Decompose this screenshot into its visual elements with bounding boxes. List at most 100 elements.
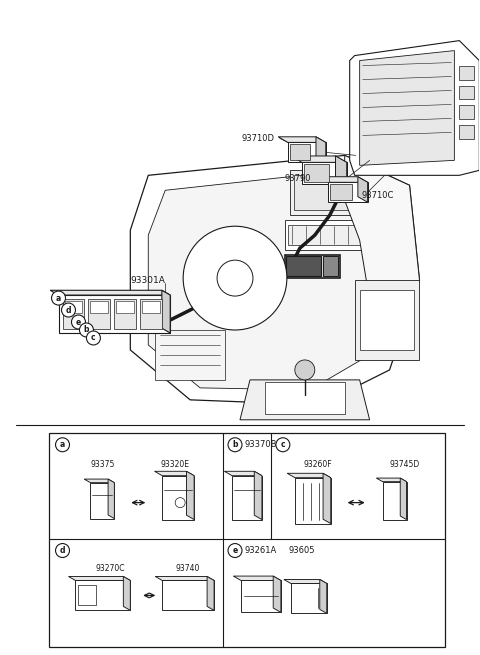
Circle shape — [175, 498, 185, 508]
Text: 93260F: 93260F — [303, 460, 332, 469]
Polygon shape — [400, 478, 407, 519]
Text: b: b — [84, 326, 89, 335]
Text: 93270C: 93270C — [96, 564, 125, 573]
Circle shape — [228, 544, 242, 557]
Polygon shape — [273, 576, 281, 612]
Text: d: d — [66, 305, 71, 314]
Bar — [360, 290, 415, 350]
Bar — [116, 301, 134, 313]
Bar — [290, 170, 370, 215]
Polygon shape — [75, 580, 130, 610]
Bar — [288, 225, 367, 245]
Polygon shape — [287, 474, 331, 477]
Text: 93740: 93740 — [176, 564, 200, 573]
Polygon shape — [345, 155, 420, 305]
Polygon shape — [48, 433, 445, 647]
Polygon shape — [84, 479, 114, 483]
Text: b: b — [232, 440, 238, 449]
Polygon shape — [288, 142, 326, 162]
Polygon shape — [186, 472, 194, 519]
Bar — [290, 144, 310, 160]
Polygon shape — [162, 290, 170, 333]
Polygon shape — [320, 580, 327, 613]
Text: e: e — [76, 318, 81, 326]
Polygon shape — [155, 576, 214, 580]
Text: 93301A: 93301A — [130, 276, 165, 285]
Bar — [265, 382, 345, 414]
Polygon shape — [336, 156, 347, 184]
Text: e: e — [232, 546, 238, 555]
Bar — [355, 280, 420, 360]
Polygon shape — [59, 295, 170, 333]
Polygon shape — [254, 472, 262, 519]
Text: a: a — [60, 440, 65, 449]
Bar — [286, 256, 321, 276]
Polygon shape — [360, 50, 455, 165]
Polygon shape — [162, 580, 214, 610]
Polygon shape — [162, 476, 194, 519]
Bar — [459, 66, 474, 79]
Bar — [459, 105, 474, 119]
Polygon shape — [90, 483, 114, 519]
Text: 93605: 93605 — [289, 546, 315, 555]
Circle shape — [217, 260, 253, 296]
Polygon shape — [316, 137, 326, 162]
Bar — [142, 301, 160, 313]
Polygon shape — [323, 474, 331, 523]
Polygon shape — [278, 137, 326, 142]
Bar — [114, 299, 136, 329]
Polygon shape — [240, 380, 370, 420]
Polygon shape — [383, 481, 407, 519]
Text: 93375: 93375 — [90, 460, 115, 469]
Bar — [294, 176, 366, 210]
Text: a: a — [56, 293, 61, 303]
Text: c: c — [281, 440, 285, 449]
Bar — [64, 301, 83, 313]
Polygon shape — [123, 576, 130, 610]
Circle shape — [295, 360, 315, 380]
Bar — [140, 299, 162, 329]
Text: 93370B: 93370B — [245, 440, 277, 449]
Bar — [155, 330, 225, 380]
Bar — [90, 301, 108, 313]
Bar — [323, 256, 338, 276]
Polygon shape — [295, 477, 331, 523]
Polygon shape — [69, 576, 130, 580]
Polygon shape — [318, 177, 368, 182]
Polygon shape — [291, 584, 327, 613]
Circle shape — [51, 291, 65, 305]
Polygon shape — [350, 41, 480, 176]
Circle shape — [56, 438, 70, 452]
Polygon shape — [50, 290, 170, 295]
Bar — [78, 586, 96, 605]
Bar — [304, 164, 329, 182]
Bar — [330, 184, 352, 200]
Text: c: c — [91, 333, 96, 343]
Bar — [62, 299, 84, 329]
Polygon shape — [302, 162, 347, 184]
Polygon shape — [224, 472, 262, 476]
Text: d: d — [60, 546, 65, 555]
Bar — [285, 220, 370, 250]
Circle shape — [72, 315, 85, 329]
Text: 93710D: 93710D — [242, 134, 275, 143]
Text: 93745D: 93745D — [389, 460, 420, 469]
Polygon shape — [328, 182, 368, 202]
Text: 93320E: 93320E — [161, 460, 190, 469]
Bar — [88, 299, 110, 329]
Text: 93261A: 93261A — [245, 546, 277, 555]
Circle shape — [276, 438, 290, 452]
Polygon shape — [148, 172, 397, 390]
Bar — [459, 86, 474, 100]
Polygon shape — [241, 580, 281, 612]
Circle shape — [56, 544, 70, 557]
Polygon shape — [130, 155, 420, 405]
Polygon shape — [108, 479, 114, 519]
Circle shape — [80, 323, 94, 337]
Circle shape — [61, 303, 75, 317]
Circle shape — [183, 226, 287, 330]
Polygon shape — [207, 576, 214, 610]
Polygon shape — [291, 156, 347, 162]
Polygon shape — [285, 255, 340, 278]
Text: 93710C: 93710C — [361, 191, 394, 200]
